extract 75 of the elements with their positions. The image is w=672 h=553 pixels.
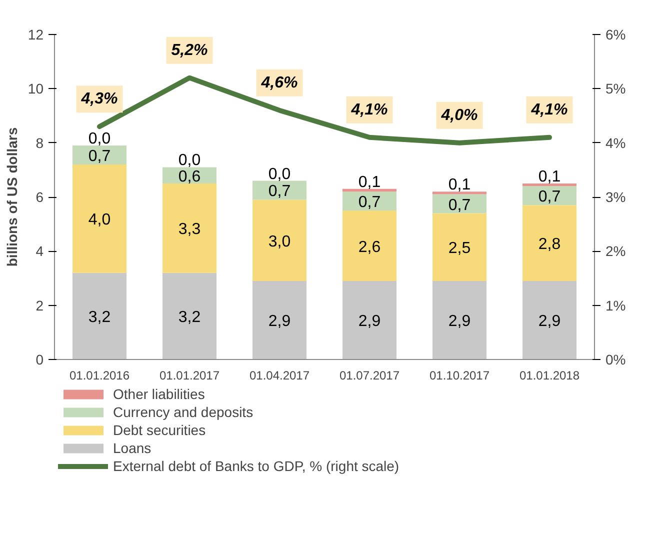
data-label: 4,3% [80, 90, 118, 108]
bar [72, 164, 126, 273]
data-label: 2,8 [538, 236, 561, 254]
data-label: 0,7 [358, 194, 381, 212]
bar [72, 272, 126, 360]
data-label: 2,5 [448, 240, 471, 258]
bar [252, 200, 306, 281]
bar [342, 188, 396, 192]
y-axis-title: billions of US dollars [4, 127, 20, 267]
data-label: 0,7 [88, 148, 111, 166]
data-label: 4,6% [260, 74, 298, 92]
bar [342, 210, 396, 281]
x-tick-label: 01.01.2018 [519, 368, 580, 382]
data-label: 2,9 [448, 313, 471, 330]
y-tick-label: 8 [36, 134, 44, 151]
y2-tick-label: 6% [606, 26, 626, 42]
data-label: 3,2 [88, 309, 111, 326]
bar [432, 280, 486, 360]
bar [432, 192, 486, 194]
data-label: 0,0 [178, 152, 201, 170]
data-label: 2,9 [358, 313, 381, 330]
data-label: 2,6 [358, 238, 381, 256]
legend-label: Currency and deposits [113, 404, 254, 420]
bar [252, 280, 306, 360]
data-label: 4,1% [350, 101, 388, 118]
bar [162, 183, 216, 273]
bar [432, 213, 486, 281]
bar [432, 194, 486, 214]
y2-tick-label: 3% [606, 189, 626, 205]
y2-tick-label: 2% [606, 243, 626, 260]
data-label: 0,7 [268, 183, 291, 200]
bar [342, 280, 396, 360]
y2-tick-label: 1% [606, 297, 626, 314]
y-tick-label: 6 [36, 189, 44, 205]
data-label: 0,6 [178, 168, 201, 186]
data-label: 4,1% [530, 101, 568, 118]
data-label: 2,9 [268, 313, 291, 330]
legend-label: Debt securities [113, 422, 206, 438]
y-tick-label: 0 [36, 352, 44, 368]
bar [522, 280, 576, 360]
x-tick-label: 01.07.2017 [339, 368, 400, 382]
data-label: 4,0 [88, 212, 111, 229]
data-label: 0,0 [88, 130, 111, 148]
data-label: 0,7 [448, 196, 471, 214]
legend-label: Other liabilities [113, 386, 205, 402]
x-tick-label: 01.10.2017 [429, 368, 490, 382]
y-tick-label: 12 [28, 26, 44, 42]
data-label: 3,3 [178, 221, 201, 238]
bar [342, 192, 396, 211]
data-label: 3,0 [268, 233, 291, 250]
data-label: 0,1 [358, 174, 381, 191]
y-tick-label: 4 [36, 243, 44, 260]
data-label: 3,2 [178, 309, 201, 326]
bar [522, 183, 576, 186]
data-label: 0,0 [268, 166, 291, 183]
y2-tick-label: 4% [606, 134, 626, 151]
x-tick-label: 01.01.2016 [69, 368, 130, 382]
bar [162, 272, 216, 360]
y2-tick-label: 0% [606, 352, 626, 368]
x-tick-label: 01.04.2017 [249, 368, 310, 382]
data-label: 0,1 [448, 176, 471, 194]
bar [522, 186, 576, 206]
bar [72, 146, 126, 164]
data-label: 2,9 [538, 313, 561, 330]
legend-label: External debt of Banks to GDP, % (right scale) [113, 458, 400, 474]
data-label: 5,2% [171, 42, 208, 59]
x-tick-label: 01.01.2017 [159, 368, 220, 382]
bar [522, 205, 576, 281]
data-label: 4,0% [440, 106, 478, 124]
legend-label: Loans [113, 440, 152, 456]
data-label: 0,7 [538, 188, 561, 206]
y-tick-label: 2 [36, 297, 44, 314]
y2-tick-label: 5% [606, 80, 626, 97]
y-tick-label: 10 [28, 80, 44, 97]
data-label: 0,1 [538, 168, 561, 186]
